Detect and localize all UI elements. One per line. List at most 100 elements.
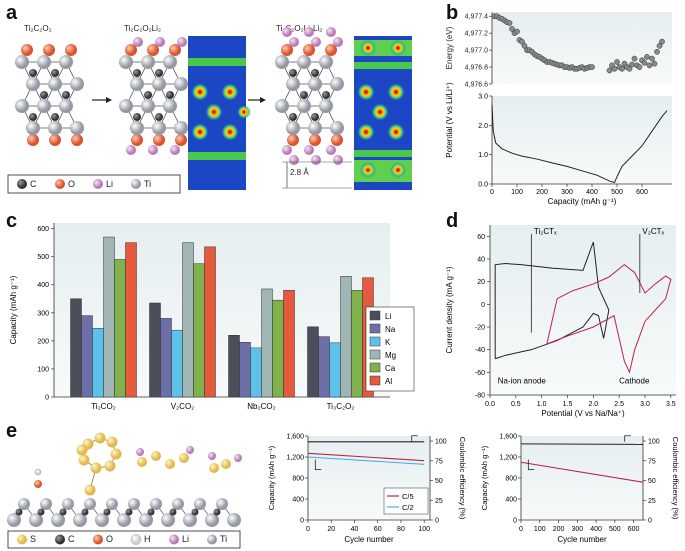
cv-y-tick-label: 20 <box>477 279 485 286</box>
potential-x-tick-label: 200 <box>536 189 548 196</box>
oxygen-atom <box>309 134 321 146</box>
cv-x-tick-label: 2.0 <box>588 401 598 408</box>
carbon-atom <box>29 69 37 77</box>
e-legend-o-label: O <box>106 534 114 544</box>
bar-mg <box>261 288 273 398</box>
cv-y-label: Current density (mA g⁻¹) <box>445 266 454 353</box>
titanium-atom <box>297 99 311 113</box>
bar-li <box>228 335 240 398</box>
lithium-atom <box>304 145 314 155</box>
carbon-atom <box>144 91 152 99</box>
carbon-atom <box>51 113 59 121</box>
lithium-atom <box>148 145 158 155</box>
e-middle-y2-tick-label: 25 <box>435 498 443 505</box>
bar-y-tick-label: 200 <box>37 338 49 345</box>
e-legend-h-label: H <box>144 534 151 544</box>
carbon-atom <box>29 113 37 121</box>
titanium-atom <box>152 77 166 91</box>
e-carbon-atom <box>125 508 133 516</box>
e-middle-ce-arrow <box>411 435 418 442</box>
e-titanium-atom <box>150 498 162 510</box>
titanium-atom <box>15 99 29 113</box>
bar-li <box>70 298 82 398</box>
potential-y-tick-label: 2.0 <box>478 123 488 130</box>
titanium-atom <box>15 55 29 69</box>
oxygen-atom <box>131 134 143 146</box>
energy-point <box>514 28 520 35</box>
lithium-atom <box>326 27 336 37</box>
titanium-atom <box>26 77 40 91</box>
titanium-atom <box>152 121 166 135</box>
legend-li-icon <box>93 179 103 189</box>
e-right-x-tick-label: 100 <box>534 526 546 533</box>
e-titanium-atom <box>51 513 65 527</box>
legend-label-mg: Mg <box>385 351 396 360</box>
e-sulfur-atom <box>179 453 189 463</box>
capacity-bar-chart: 0 100 200 300 400 500 600 Ti₂CO₂ V₂CO₂ Nb₂CO₂ Ti₃C… <box>9 223 415 411</box>
bar-mg <box>182 242 194 398</box>
titanium-atom <box>59 55 73 69</box>
e-middle-y-tick-label: 400 <box>292 497 304 504</box>
cv-y-tick-label: -60 <box>475 370 485 377</box>
e-titanium-atom <box>205 513 219 527</box>
e-lithium-atom <box>234 454 242 462</box>
e-middle-y2-tick-label: 75 <box>435 458 443 465</box>
e-right-ce-arrow <box>624 435 631 442</box>
energy-y-tick-label: 4,977.4 <box>465 14 488 21</box>
energy-y-tick-label: 4,976.6 <box>465 82 488 89</box>
carbon-atom <box>166 91 174 99</box>
bar-y-tick-label: 0 <box>45 395 49 402</box>
energy-point <box>654 48 660 55</box>
e-titanium-atom <box>139 513 153 527</box>
e-right-y-tick-label: 0 <box>513 518 517 525</box>
ti-annotation: Ti₂CTₓ <box>534 227 557 236</box>
lithium-atom <box>333 155 343 165</box>
e-right-y2-tick-label: 75 <box>648 458 656 465</box>
e-right-y-tick-label: 400 <box>505 497 517 504</box>
energy-y-tick-label: 4,977.0 <box>465 48 488 55</box>
bar-na <box>239 342 251 398</box>
v-annotation: V₂CTₓ <box>642 227 664 236</box>
titanium-atom <box>275 99 289 113</box>
anode-annotation: Na-ion anode <box>498 377 547 386</box>
e-right-x-tick-label: 600 <box>628 526 640 533</box>
potential-x-tick-label: 400 <box>586 189 598 196</box>
e-sulfur-atom <box>84 484 96 496</box>
titanium-atom <box>174 77 188 91</box>
e-legend-rate-box <box>383 487 429 515</box>
e-middle-y2-tick-label: 100 <box>435 439 447 446</box>
oxygen-atom <box>147 44 159 56</box>
e-legend-s-icon <box>17 534 27 545</box>
e-lithium-atom <box>186 446 194 454</box>
structure-title-3: Ti₂C₂O₂Li₂Li₂ <box>276 24 323 33</box>
legend-swatch-li <box>369 310 381 321</box>
energy-plot-bg <box>492 12 672 84</box>
e-right-series-ce <box>520 443 644 445</box>
e-carbon-atom <box>103 508 111 516</box>
e-sulfur-atom <box>209 463 219 473</box>
cv-y-tick-label: -40 <box>475 347 485 354</box>
energy-point <box>614 59 620 65</box>
cv-x-tick-label: 3.5 <box>666 401 676 408</box>
e-titanium-atom <box>73 513 87 527</box>
e-titanium-atom <box>106 498 118 510</box>
bar-ca <box>272 299 284 398</box>
legend-c-icon <box>17 179 27 189</box>
bar-na <box>81 315 93 398</box>
lithium-atom <box>326 145 336 155</box>
oxygen-atom <box>153 134 165 146</box>
energy-point <box>644 54 650 60</box>
potential-x-tick-label: 500 <box>611 189 623 196</box>
panel-label-e: e <box>6 420 18 442</box>
titanium-atom <box>48 121 62 135</box>
panel-label-c: c <box>6 210 18 232</box>
cv-y-tick-label: 0 <box>481 302 485 309</box>
legend-label-al: Al <box>385 377 392 386</box>
titanium-atom <box>119 55 133 69</box>
legend-ti-icon <box>131 179 141 189</box>
titanium-atom <box>319 99 333 113</box>
e-middle-y-tick-label: 0 <box>300 518 304 525</box>
e-right-y2-tick-label: 0 <box>648 518 652 525</box>
lithium-atom <box>133 37 143 47</box>
cv-x-tick-label: 0.5 <box>511 401 521 408</box>
